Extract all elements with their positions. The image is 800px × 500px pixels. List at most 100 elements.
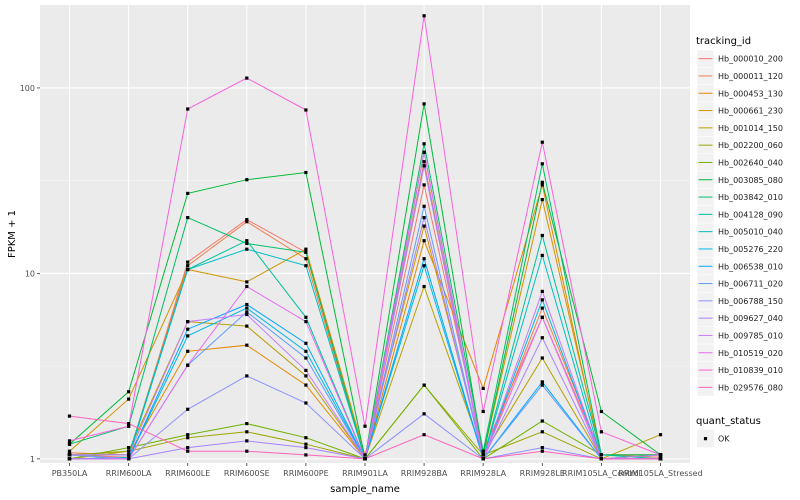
data-point xyxy=(540,446,544,450)
data-point xyxy=(422,383,426,387)
data-point xyxy=(245,310,249,314)
data-point xyxy=(422,142,426,146)
legend-label: Hb_006788_150 xyxy=(718,297,783,306)
y-tick-label: 1 xyxy=(30,455,35,464)
legend-label: Hb_009785_010 xyxy=(718,331,783,340)
data-point xyxy=(245,218,249,222)
legend-label: Hb_006711_020 xyxy=(718,280,783,289)
data-point xyxy=(540,419,544,423)
data-point xyxy=(540,449,544,453)
data-point xyxy=(245,439,249,443)
data-point xyxy=(540,380,544,384)
data-point xyxy=(540,306,544,310)
data-point xyxy=(540,356,544,360)
x-tick-label: RRIM600SE xyxy=(224,469,270,478)
data-point xyxy=(127,397,131,401)
y-axis-title: FPKM + 1 xyxy=(7,210,18,258)
legend-label: Hb_005010_040 xyxy=(718,228,783,237)
legend-label: Hb_000453_130 xyxy=(718,89,783,98)
data-point xyxy=(245,76,249,80)
data-point xyxy=(67,439,72,443)
data-point xyxy=(245,449,249,453)
data-point xyxy=(67,457,72,461)
data-point xyxy=(540,162,544,166)
data-point xyxy=(540,336,544,340)
data-point xyxy=(422,433,426,437)
x-tick-label: RRIM600PE xyxy=(283,469,329,478)
data-point xyxy=(186,320,190,324)
data-point xyxy=(245,241,249,246)
data-point xyxy=(540,233,544,238)
data-point xyxy=(127,457,131,461)
data-point xyxy=(422,150,426,154)
data-point xyxy=(481,449,485,453)
data-point xyxy=(304,341,308,345)
data-point xyxy=(422,284,426,289)
data-point xyxy=(245,284,249,289)
quant-status-legend-title: quant_status xyxy=(696,416,761,427)
data-point xyxy=(245,430,249,434)
data-point xyxy=(363,457,367,461)
data-point xyxy=(599,409,603,414)
legend-key-point xyxy=(703,437,708,441)
data-point xyxy=(186,436,190,440)
data-point xyxy=(422,160,426,164)
data-point xyxy=(186,363,190,367)
data-point xyxy=(304,247,308,251)
data-point xyxy=(599,430,603,434)
data-point xyxy=(304,349,308,353)
data-point xyxy=(127,446,131,450)
data-point xyxy=(186,349,190,353)
legend-label: Hb_002640_040 xyxy=(718,158,783,167)
data-point xyxy=(304,368,308,372)
data-point xyxy=(540,430,544,434)
legend-label: Hb_004128_090 xyxy=(718,210,783,219)
data-point xyxy=(540,289,544,293)
data-point xyxy=(422,216,426,220)
data-point xyxy=(186,446,190,450)
data-point xyxy=(540,198,544,202)
x-tick-label: RRIM928LA xyxy=(460,469,506,478)
x-tick-label: PB350LA xyxy=(52,469,88,478)
data-point xyxy=(304,170,308,175)
data-point xyxy=(422,204,426,208)
data-point xyxy=(540,183,544,187)
data-point xyxy=(422,239,426,243)
data-point xyxy=(481,409,485,414)
data-point xyxy=(186,264,190,268)
data-point xyxy=(67,414,72,418)
legend-label: Hb_010519_020 xyxy=(718,349,783,358)
data-point xyxy=(304,320,308,324)
data-point xyxy=(422,412,426,416)
data-point xyxy=(304,374,308,378)
data-point xyxy=(658,433,663,437)
legend-label: Hb_000010_200 xyxy=(718,55,783,64)
legend-label: Hb_009627_040 xyxy=(718,314,783,323)
legend-label: Hb_000011_120 xyxy=(718,72,783,81)
data-point xyxy=(245,178,249,182)
data-point xyxy=(127,390,131,394)
data-point xyxy=(245,247,249,251)
data-point xyxy=(304,453,308,457)
data-point xyxy=(245,220,249,224)
data-point xyxy=(540,298,544,302)
data-point xyxy=(304,257,308,261)
data-point xyxy=(67,453,72,457)
y-tick-label: 100 xyxy=(20,84,35,93)
data-point xyxy=(422,14,426,18)
data-point xyxy=(186,407,190,411)
legend-label: Hb_010839_010 xyxy=(718,366,783,375)
data-point xyxy=(245,312,249,317)
x-tick-label: RRIM600LE xyxy=(165,469,210,478)
data-point xyxy=(304,315,308,319)
data-point xyxy=(245,239,249,243)
legend-label: Hb_003842_010 xyxy=(718,193,783,202)
data-point xyxy=(186,260,190,264)
legend-label: Hb_002200_060 xyxy=(718,141,783,150)
data-point xyxy=(186,327,190,331)
data-point xyxy=(67,442,72,446)
data-point xyxy=(363,424,367,428)
data-point xyxy=(186,191,190,195)
y-tick-label: 10 xyxy=(25,269,35,278)
